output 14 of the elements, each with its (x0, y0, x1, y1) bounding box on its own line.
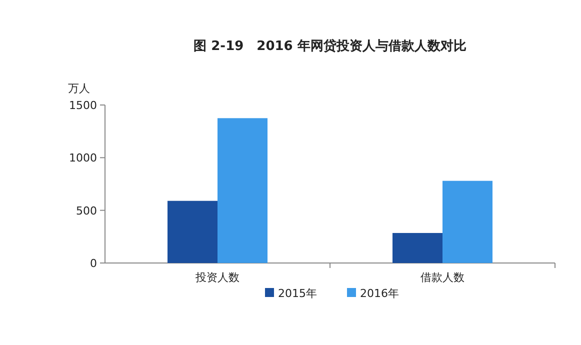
legend-label: 2015年 (278, 287, 317, 300)
x-tick-label: 投资人数 (194, 271, 240, 284)
bar (442, 180, 492, 263)
bar (392, 232, 442, 263)
y-axis-title: 万人 (68, 82, 90, 95)
y-tick-label: 500 (76, 204, 97, 218)
bar (168, 200, 218, 263)
chart-title: 图 2-19 2016 年网贷投资人与借款人数对比 (194, 38, 466, 54)
y-tick-label: 0 (90, 257, 97, 270)
x-tick-label: 借款人数 (420, 271, 464, 284)
y-tick-label: 1500 (69, 99, 97, 112)
legend-label: 2016年 (360, 287, 399, 300)
bar (218, 118, 268, 263)
y-tick-label: 1000 (69, 152, 97, 165)
